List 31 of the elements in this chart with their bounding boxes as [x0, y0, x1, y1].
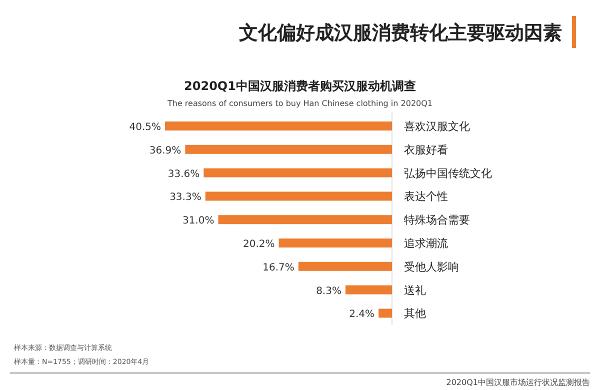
bar — [185, 144, 392, 154]
y-tick-label: 衣服好看 — [404, 143, 448, 156]
data-label: 8.3% — [316, 286, 342, 297]
data-label: 33.3% — [170, 192, 202, 204]
text: The reasons of consumers to buy Han Chinese clothing in 2020Q1 — [166, 99, 433, 108]
data-label: 33.6% — [168, 168, 200, 180]
bar — [218, 215, 392, 224]
y-tick-label: 其他 — [404, 307, 426, 320]
y-tick-label: 受他人影响 — [404, 260, 459, 274]
bar — [204, 168, 392, 178]
chart-subtitle: 2020Q1中国汉服消费者购买汉服动机调查 — [184, 79, 416, 93]
bar — [205, 192, 392, 201]
bar — [165, 122, 392, 130]
y-tick-label: 弘扬中国传统文化 — [404, 166, 492, 180]
data-label: 31.0% — [182, 216, 214, 227]
text: 2020Q1中国汉服市场运行状况监测报告 — [446, 378, 590, 387]
y-tick-label: 追求潮流 — [404, 237, 448, 250]
data-label: 36.9% — [149, 145, 182, 156]
y-tick-label: 送礼 — [404, 284, 426, 297]
bar — [298, 262, 392, 271]
y-tick-label: 喜欢汉服文化 — [404, 120, 470, 133]
data-label: 16.7% — [262, 262, 294, 274]
y-tick-label: 表达个性 — [404, 190, 448, 204]
data-label: 2.4% — [349, 309, 375, 320]
chart-title: 文化偏好成汉服消费转化主要驱动因素 — [238, 22, 562, 44]
bar — [278, 238, 392, 248]
data-label: 20.2% — [243, 239, 275, 250]
data-label: 40.5% — [129, 122, 161, 133]
bar — [345, 285, 392, 294]
y-tick-label: 特殊场合需要 — [404, 214, 470, 227]
bar — [378, 308, 392, 318]
